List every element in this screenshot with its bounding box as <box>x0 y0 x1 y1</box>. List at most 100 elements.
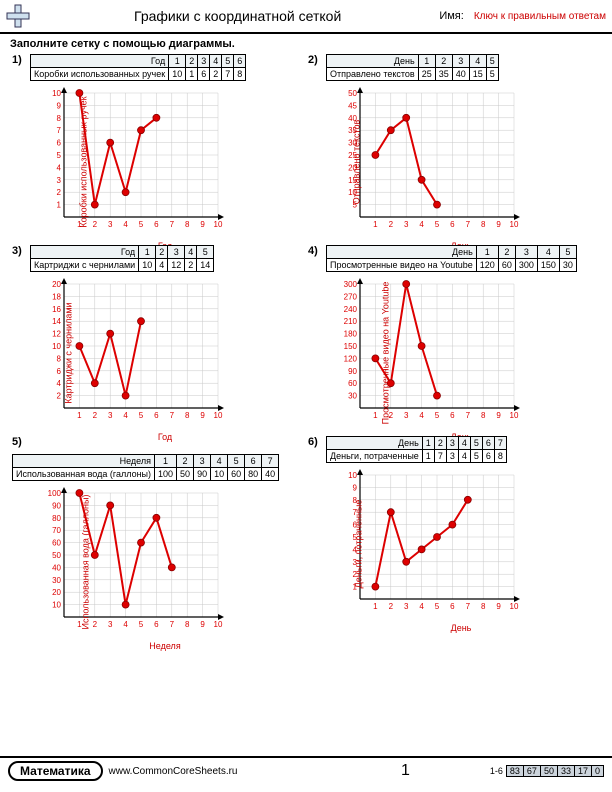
data-table: День1234567Деньги, потраченные1734568 <box>326 436 507 463</box>
svg-text:9: 9 <box>496 220 501 229</box>
plus-icon <box>6 4 30 28</box>
svg-text:5: 5 <box>435 220 440 229</box>
problem: 2)День12345Отправлено текстов253540155От… <box>302 50 598 241</box>
svg-text:20: 20 <box>52 588 61 597</box>
svg-text:180: 180 <box>344 330 358 339</box>
svg-text:16: 16 <box>52 305 61 314</box>
problem: 5) Неделя1234567Использованная вода (галл… <box>6 432 302 641</box>
y-axis-label: Коробки использованных ручек <box>79 96 89 227</box>
x-axis-label: Неделя <box>34 641 296 651</box>
svg-text:1: 1 <box>373 602 378 611</box>
svg-text:2: 2 <box>93 620 98 629</box>
svg-text:7: 7 <box>170 620 175 629</box>
worksheet-title: Графики с координатной сеткой <box>36 8 439 24</box>
svg-text:2: 2 <box>93 411 98 420</box>
svg-text:50: 50 <box>52 551 61 560</box>
svg-text:10: 10 <box>52 342 61 351</box>
svg-text:3: 3 <box>404 411 409 420</box>
svg-text:45: 45 <box>348 101 357 110</box>
svg-text:240: 240 <box>344 305 358 314</box>
svg-text:9: 9 <box>57 101 62 110</box>
svg-text:8: 8 <box>185 620 190 629</box>
svg-text:70: 70 <box>52 526 61 535</box>
svg-text:2: 2 <box>57 392 62 401</box>
svg-text:6: 6 <box>450 602 455 611</box>
svg-text:2: 2 <box>389 602 394 611</box>
svg-text:3: 3 <box>108 220 113 229</box>
svg-text:5: 5 <box>139 620 144 629</box>
svg-text:4: 4 <box>123 411 128 420</box>
svg-text:4: 4 <box>419 602 424 611</box>
svg-text:8: 8 <box>57 114 62 123</box>
svg-text:3: 3 <box>108 620 113 629</box>
y-axis-label: Отправлено текстов <box>351 120 361 205</box>
svg-text:50: 50 <box>348 89 357 98</box>
svg-text:150: 150 <box>344 342 358 351</box>
svg-text:6: 6 <box>154 620 159 629</box>
data-table: Год12345Картриджи с чернилами10412214 <box>30 245 214 272</box>
svg-text:5: 5 <box>139 411 144 420</box>
data-table: День12345Отправлено текстов253540155 <box>326 54 499 81</box>
svg-text:10: 10 <box>348 471 357 480</box>
svg-text:7: 7 <box>57 126 62 135</box>
svg-text:2: 2 <box>93 220 98 229</box>
footer-url: www.CommonCoreSheets.ru <box>109 766 401 777</box>
svg-text:4: 4 <box>123 220 128 229</box>
page-number: 1 <box>401 762 410 780</box>
svg-text:8: 8 <box>185 220 190 229</box>
problem: 1)Год123456Коробки использованных ручек1… <box>6 50 302 241</box>
svg-text:4: 4 <box>419 220 424 229</box>
problem-number: 4) <box>308 245 326 257</box>
svg-text:5: 5 <box>435 411 440 420</box>
svg-text:18: 18 <box>52 292 61 301</box>
worksheet-header: Графики с координатной сеткой Имя: Ключ … <box>0 0 612 34</box>
svg-text:6: 6 <box>57 139 62 148</box>
svg-text:60: 60 <box>52 539 61 548</box>
svg-text:8: 8 <box>481 602 486 611</box>
problem-number: 5) <box>12 436 30 448</box>
svg-text:8: 8 <box>481 411 486 420</box>
svg-text:1: 1 <box>57 201 62 210</box>
svg-text:3: 3 <box>108 411 113 420</box>
svg-text:7: 7 <box>466 602 471 611</box>
svg-text:10: 10 <box>214 620 223 629</box>
svg-text:60: 60 <box>348 379 357 388</box>
instructions: Заполните сетку с помощью диаграммы. <box>0 34 612 50</box>
problem: 3)Год12345Картриджи с чернилами10412214К… <box>6 241 302 432</box>
svg-text:40: 40 <box>52 563 61 572</box>
chart: 10203040506070809010012345678910 <box>34 487 224 637</box>
y-axis-label: Использованная вода (галлоны) <box>81 494 91 629</box>
svg-text:7: 7 <box>466 220 471 229</box>
data-table: Год123456Коробки использованных ручек101… <box>30 54 246 81</box>
svg-text:90: 90 <box>348 367 357 376</box>
svg-text:10: 10 <box>510 411 519 420</box>
worksheet-footer: Математика www.CommonCoreSheets.ru 1 1-6… <box>0 756 612 784</box>
svg-text:8: 8 <box>57 354 62 363</box>
svg-text:6: 6 <box>57 367 62 376</box>
svg-text:6: 6 <box>450 411 455 420</box>
svg-text:1: 1 <box>77 411 82 420</box>
svg-text:6: 6 <box>154 411 159 420</box>
x-axis-label: День <box>330 623 592 633</box>
svg-text:7: 7 <box>170 220 175 229</box>
svg-text:6: 6 <box>450 220 455 229</box>
svg-text:8: 8 <box>185 411 190 420</box>
svg-text:5: 5 <box>57 151 62 160</box>
svg-text:3: 3 <box>404 220 409 229</box>
y-axis-label: Деньги, потраченные <box>353 500 363 589</box>
svg-text:9: 9 <box>496 602 501 611</box>
svg-text:7: 7 <box>466 411 471 420</box>
problem-number: 1) <box>12 54 30 66</box>
svg-text:14: 14 <box>52 317 61 326</box>
svg-text:20: 20 <box>52 280 61 289</box>
svg-text:210: 210 <box>344 317 358 326</box>
chart: 1234567891012345678910 <box>34 87 224 237</box>
y-axis-label: Картриджи с чернилами <box>64 302 74 403</box>
svg-text:10: 10 <box>510 220 519 229</box>
svg-text:9: 9 <box>496 411 501 420</box>
svg-text:9: 9 <box>353 483 358 492</box>
problem: 4)День12345Просмотренные видео на Youtub… <box>302 241 598 432</box>
chart: 246810121416182012345678910 <box>34 278 224 428</box>
svg-text:2: 2 <box>57 188 62 197</box>
data-table: Неделя1234567Использованная вода (галлон… <box>12 454 279 481</box>
